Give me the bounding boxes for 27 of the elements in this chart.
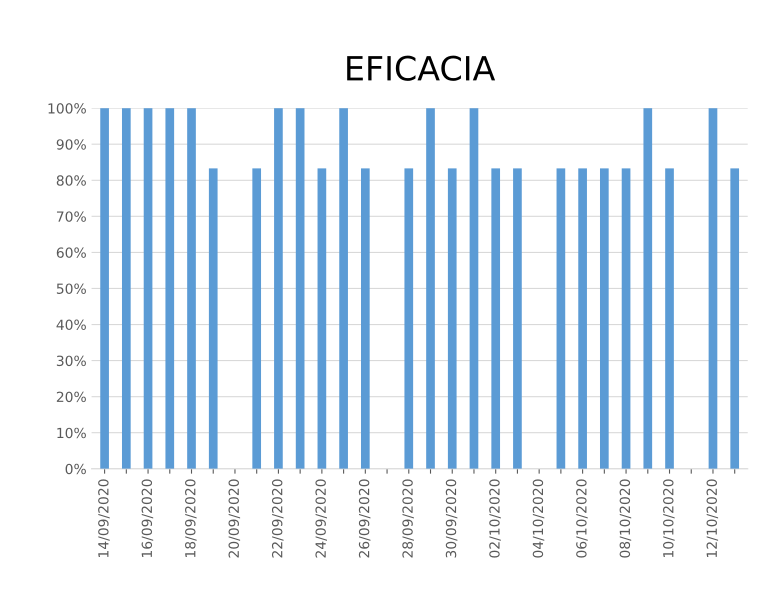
y-tick-label: 60% — [56, 247, 86, 258]
y-tick-label: 0% — [66, 464, 86, 474]
y-tick-label: 30% — [56, 356, 86, 366]
y-tick-label: 20% — [56, 392, 86, 402]
y-tick-label: 40% — [56, 320, 86, 330]
x-tick-label: 14/09/2020 — [98, 479, 110, 558]
x-tick-label: 22/09/2020 — [272, 479, 284, 558]
x-tick-label: 06/10/2020 — [576, 479, 588, 558]
x-tick-label: 12/10/2020 — [706, 479, 718, 558]
y-tick-label: 100% — [48, 103, 86, 114]
y-tick-label: 90% — [56, 139, 86, 150]
x-tick-label: 08/10/2020 — [620, 479, 632, 558]
x-tick-label: 04/10/2020 — [532, 479, 544, 558]
x-tick-label: 02/10/2020 — [489, 479, 501, 558]
x-tick-label: 16/09/2020 — [142, 479, 154, 558]
x-tick-label: 28/09/2020 — [402, 479, 414, 558]
x-tick-label: 26/09/2020 — [358, 479, 370, 558]
y-tick-label: 70% — [56, 211, 86, 222]
x-tick-label: 20/09/2020 — [228, 479, 240, 558]
y-tick-label: 80% — [56, 175, 86, 186]
x-tick-label: 10/10/2020 — [663, 479, 675, 558]
y-tick-label: 10% — [57, 428, 86, 438]
chart-title: EFICACIA — [347, 56, 496, 81]
x-tick-label: 30/09/2020 — [446, 479, 458, 558]
x-tick-label: 24/09/2020 — [315, 479, 327, 558]
y-tick-label: 50% — [56, 283, 86, 294]
x-tick-label: 18/09/2020 — [185, 479, 197, 558]
